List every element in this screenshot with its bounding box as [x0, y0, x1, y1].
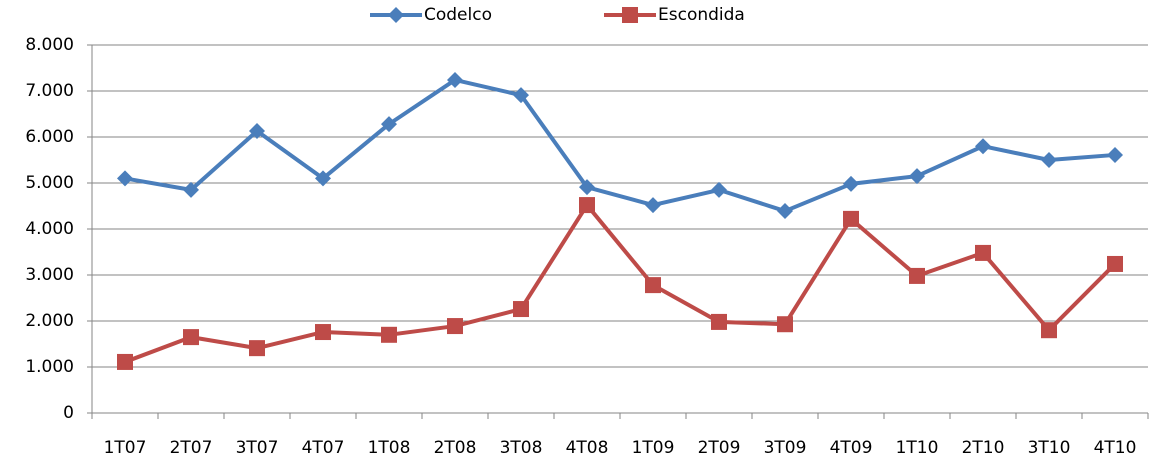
point	[183, 329, 199, 346]
x-tick-label: 3T09	[764, 438, 807, 458]
x-tick-label: 2T10	[962, 438, 1005, 458]
point	[117, 170, 133, 187]
point	[513, 301, 529, 318]
y-tick-label: 8.000	[25, 35, 74, 55]
x-tick-label: 1T08	[368, 438, 411, 458]
point	[975, 138, 991, 155]
point	[711, 313, 727, 330]
legend-marker	[388, 7, 404, 23]
point	[117, 353, 133, 370]
point	[711, 181, 727, 198]
series-line	[124, 77, 1116, 214]
point	[1041, 322, 1057, 339]
point	[777, 316, 793, 333]
legend-marker	[622, 7, 638, 23]
y-tick-label: 7.000	[25, 81, 74, 101]
point	[975, 244, 991, 261]
x-tick-label: 3T07	[236, 438, 279, 458]
x-tick-label: 2T09	[698, 438, 741, 458]
legend-label: Codelco	[424, 5, 492, 25]
x-tick-label: 4T09	[830, 438, 873, 458]
point	[645, 197, 661, 214]
point	[843, 175, 859, 192]
point	[513, 87, 529, 104]
point	[315, 170, 331, 187]
point	[381, 116, 397, 133]
point	[645, 277, 661, 294]
point	[777, 203, 793, 220]
y-tick-label: 3.000	[25, 265, 74, 285]
point	[1107, 255, 1123, 272]
x-tick-label: 1T07	[104, 438, 147, 458]
y-tick-label: 6.000	[25, 127, 74, 147]
y-tick-label: 5.000	[25, 173, 74, 193]
point	[909, 267, 925, 284]
point	[1107, 146, 1123, 163]
x-tick-label: 2T07	[170, 438, 213, 458]
point	[909, 168, 925, 185]
point	[249, 123, 265, 140]
point	[183, 181, 199, 198]
x-tick-label: 4T07	[302, 438, 345, 458]
point	[843, 210, 859, 227]
x-tick-label: 4T10	[1094, 438, 1137, 458]
y-tick-label: 4.000	[25, 219, 74, 239]
x-tick-label: 3T10	[1028, 438, 1071, 458]
point	[579, 179, 595, 196]
point	[315, 324, 331, 341]
point	[249, 340, 265, 357]
point	[447, 318, 463, 335]
x-tick-label: 4T08	[566, 438, 609, 458]
y-tick-label: 1.000	[25, 357, 74, 377]
point	[579, 197, 595, 214]
point	[447, 71, 463, 88]
y-tick-label: 2.000	[25, 311, 74, 331]
y-tick-label: 0	[63, 403, 74, 423]
x-tick-label: 2T08	[434, 438, 477, 458]
point	[1041, 152, 1057, 168]
series-line	[124, 203, 1117, 364]
x-tick-label: 3T08	[500, 438, 543, 458]
legend-label: Escondida	[658, 5, 745, 25]
point	[381, 326, 397, 343]
x-tick-label: 1T09	[632, 438, 675, 458]
x-tick-label: 1T10	[896, 438, 939, 458]
